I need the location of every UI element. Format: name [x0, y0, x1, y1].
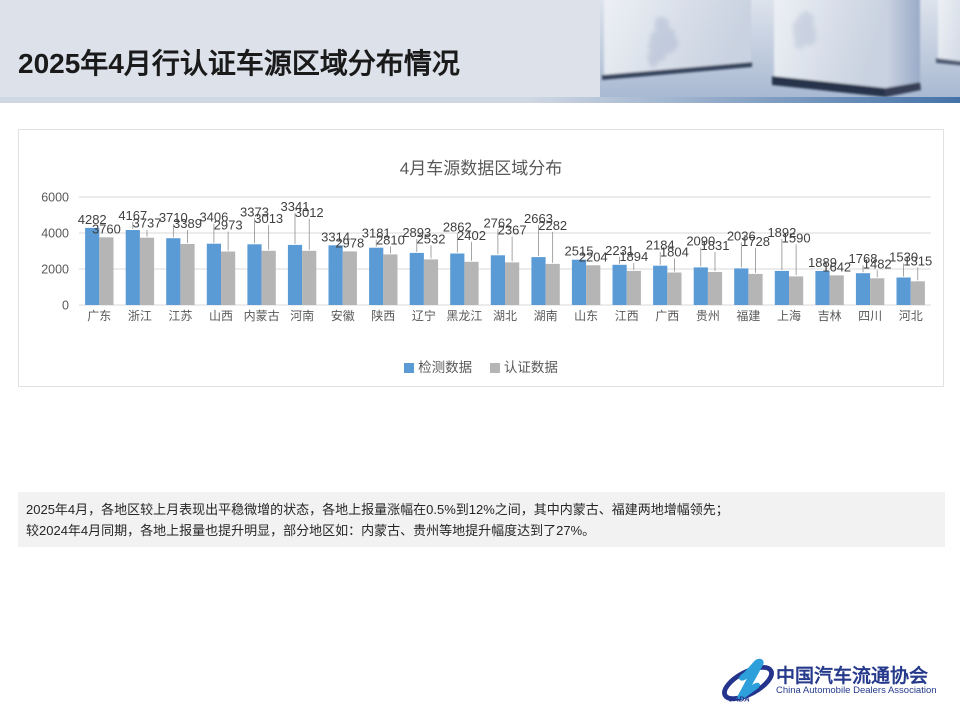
- svg-text:3737: 3737: [133, 216, 162, 231]
- svg-text:CADA: CADA: [728, 695, 750, 704]
- svg-text:辽宁: 辽宁: [412, 308, 436, 323]
- svg-text:河北: 河北: [899, 309, 923, 323]
- svg-text:河南: 河南: [290, 308, 314, 323]
- svg-text:四川: 四川: [858, 309, 882, 323]
- svg-text:内蒙古: 内蒙古: [244, 308, 280, 323]
- svg-text:3389: 3389: [173, 216, 202, 231]
- svg-text:1315: 1315: [903, 253, 932, 268]
- svg-text:China Automobile Dealers Assoc: China Automobile Dealers Association: [776, 685, 937, 696]
- svg-text:福建: 福建: [736, 308, 760, 323]
- svg-text:2367: 2367: [498, 222, 527, 237]
- svg-text:湖北: 湖北: [493, 308, 517, 323]
- svg-text:3013: 3013: [254, 211, 283, 226]
- svg-text:2000: 2000: [41, 263, 69, 277]
- svg-text:1804: 1804: [660, 245, 689, 260]
- svg-text:2810: 2810: [376, 232, 405, 247]
- svg-text:安徽: 安徽: [331, 308, 355, 323]
- svg-text:浙江: 浙江: [128, 309, 152, 323]
- svg-text:湖南: 湖南: [534, 308, 558, 323]
- svg-text:上海: 上海: [777, 308, 801, 323]
- svg-text:1590: 1590: [782, 230, 811, 245]
- svg-text:陕西: 陕西: [371, 308, 395, 323]
- svg-text:2978: 2978: [335, 235, 364, 250]
- svg-text:3012: 3012: [295, 205, 324, 220]
- svg-text:1482: 1482: [863, 256, 892, 271]
- svg-text:1831: 1831: [701, 238, 730, 253]
- svg-text:山东: 山东: [574, 309, 598, 323]
- svg-text:2204: 2204: [579, 249, 608, 264]
- svg-text:1894: 1894: [619, 249, 648, 264]
- svg-text:江苏: 江苏: [168, 309, 192, 323]
- svg-text:贵州: 贵州: [696, 309, 720, 323]
- svg-text:中国汽车流通协会: 中国汽车流通协会: [776, 664, 928, 687]
- svg-text:1728: 1728: [741, 234, 770, 249]
- svg-text:3760: 3760: [92, 221, 121, 236]
- svg-text:广东: 广东: [87, 309, 111, 323]
- svg-text:广西: 广西: [655, 309, 679, 323]
- svg-text:黑龙江: 黑龙江: [446, 309, 482, 323]
- svg-text:6000: 6000: [41, 191, 69, 205]
- svg-text:吉林: 吉林: [818, 309, 842, 323]
- svg-text:山西: 山西: [209, 309, 233, 323]
- svg-text:2532: 2532: [417, 231, 446, 246]
- svg-text:2282: 2282: [538, 218, 567, 233]
- svg-text:2402: 2402: [457, 228, 486, 243]
- svg-text:2973: 2973: [214, 218, 243, 233]
- svg-text:1642: 1642: [822, 259, 851, 274]
- svg-text:江西: 江西: [615, 309, 639, 323]
- svg-text:4000: 4000: [41, 227, 69, 241]
- svg-text:0: 0: [62, 299, 69, 313]
